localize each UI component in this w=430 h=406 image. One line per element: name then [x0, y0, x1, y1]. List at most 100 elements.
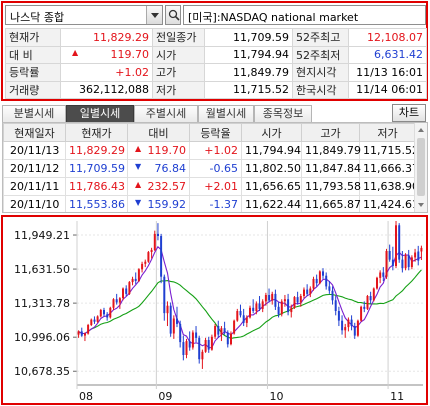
chart-button[interactable]: 차트 — [392, 104, 426, 122]
scroll-down-icon[interactable] — [415, 199, 427, 211]
candle-body — [277, 306, 280, 315]
tab-0[interactable]: 분별시세 — [2, 105, 66, 122]
y-tick-label: 10,678.35 — [14, 365, 70, 378]
table-row[interactable]: 20/11/11 11,786.43 ▲ 232.57 +2.01 11,656.65 11… — [3, 177, 419, 196]
candle-body — [93, 319, 96, 322]
candle-body — [388, 251, 391, 260]
column-header[interactable]: 저가 — [359, 123, 416, 142]
table-row[interactable]: 20/11/12 11,709.59 ▼ 76.84 -0.65 11,802.50 11,… — [3, 159, 419, 178]
market-name: [미국]:NASDAQ national market — [188, 11, 359, 24]
quote-row: 거래량 362,112,088 저가 11,715.52 한국시각 11/14 06:01 — [5, 80, 427, 99]
quote-value: 11,794.94 — [204, 45, 293, 64]
stock-name: 나스닥 종합 — [10, 11, 65, 24]
cell-low: 11,715.52 — [359, 141, 419, 160]
scroll-up-icon[interactable] — [415, 124, 427, 136]
scroll-thumb[interactable] — [417, 138, 425, 196]
quote-value-text: 12,108.07 — [367, 30, 423, 44]
cell-low: 11,666.37 — [359, 159, 419, 178]
candle-body — [201, 351, 204, 360]
candle-body — [179, 323, 182, 343]
column-header[interactable]: 시가 — [241, 123, 302, 142]
search-icon — [168, 9, 180, 21]
quote-table: 현재가 11,829.29 전일종가 11,709.59 52주최고 12,108.07 대… — [5, 28, 427, 99]
quote-label: 52주최저 — [292, 45, 349, 64]
cell-high: 11,793.58 — [301, 177, 361, 196]
column-header[interactable]: 대비 — [127, 123, 190, 142]
candle-body — [293, 297, 296, 308]
cell-date: 20/11/12 — [3, 159, 66, 178]
cell-change: ▲ 232.57 — [127, 177, 190, 196]
candle-body — [185, 341, 188, 355]
cell-low: 11,638.90 — [359, 177, 419, 196]
quote-value-text: 11,829.29 — [93, 30, 149, 44]
tab-2[interactable]: 주별시세 — [134, 105, 198, 122]
candle-body — [169, 305, 172, 334]
candle-body — [210, 336, 213, 350]
candle-body — [176, 318, 178, 324]
candle-body — [303, 289, 305, 296]
candle-body — [290, 307, 293, 313]
tab-3[interactable]: 월별시세 — [198, 105, 254, 122]
cell-date: 20/11/10 — [3, 195, 66, 212]
column-header[interactable]: 등락율 — [189, 123, 242, 142]
stock-selector[interactable]: 나스닥 종합 — [5, 5, 163, 25]
tab-4[interactable]: 종목정보 — [254, 105, 312, 122]
candle-body — [252, 307, 255, 311]
candle-body — [382, 272, 385, 277]
quote-value-text: 11,794.94 — [233, 48, 289, 62]
candle-body — [328, 286, 331, 291]
quote-value: 12,108.07 — [348, 28, 427, 47]
quote-value-text: 362,112,088 — [79, 83, 149, 97]
candle-body — [353, 326, 356, 336]
quote-label: 현재가 — [5, 28, 61, 47]
cell-rate: -0.65 — [189, 159, 242, 178]
candle-body — [115, 299, 118, 303]
candle-body — [87, 325, 90, 334]
candle-body — [236, 311, 239, 321]
search-button[interactable] — [165, 5, 181, 25]
candle-body — [137, 269, 140, 281]
candle-body — [296, 297, 299, 303]
tab-bar: 분별시세 일별시세 주별시세 월별시세 종목정보 차트 — [2, 104, 426, 122]
quote-label: 52주최고 — [292, 28, 349, 47]
chevron-down-icon[interactable] — [146, 6, 162, 24]
price-chart: 11,949.21 11,631.50 11,313.78 10,996.06 10,6… — [1, 215, 428, 405]
change-value: 119.70 — [147, 144, 187, 157]
cell-rate: +2.01 — [189, 177, 242, 196]
candle-body — [356, 320, 359, 336]
candle-body — [258, 303, 261, 309]
y-tick-label: 11,313.78 — [14, 297, 70, 310]
candle-body — [287, 299, 290, 313]
candle-body — [255, 303, 258, 311]
daily-price-table: 현재일자 현재가 대비 등락율 시가 고가 저가 20/11/13 11,829.29 ▲ 119… — [2, 122, 428, 213]
quote-label: 거래량 — [5, 80, 61, 99]
tab-1[interactable]: 일별시세 — [66, 105, 134, 122]
column-header[interactable]: 현재가 — [65, 123, 128, 142]
column-header[interactable]: 현재일자 — [3, 123, 66, 142]
candle-body — [398, 225, 401, 260]
table-row[interactable]: 20/11/10 11,553.86 ▼ 159.92 -1.37 11,622.44 11… — [3, 195, 419, 212]
candle-body — [144, 261, 147, 264]
candle-body — [309, 288, 312, 294]
candle-body — [344, 327, 347, 331]
candle-body — [230, 333, 232, 345]
column-header[interactable]: 고가 — [301, 123, 360, 142]
vertical-scrollbar[interactable] — [414, 123, 427, 212]
y-tick-label: 11,631.50 — [14, 263, 70, 276]
candle-body — [420, 247, 423, 252]
table-row[interactable]: 20/11/13 11,829.29 ▲ 119.70 +1.02 11,794.94 11… — [3, 141, 419, 160]
x-tick-label: 09 — [158, 390, 172, 403]
candle-body — [182, 342, 185, 355]
candle-body — [109, 307, 112, 318]
candle-body — [163, 276, 166, 314]
quote-value: ▲ 119.70 — [60, 45, 153, 64]
candle-body — [80, 331, 83, 336]
cell-date: 20/11/11 — [3, 177, 66, 196]
candle-body — [350, 319, 353, 326]
candle-body — [337, 311, 340, 321]
candle-body — [242, 315, 245, 323]
market-field: [미국]:NASDAQ national market — [183, 5, 426, 25]
candle-body — [160, 236, 163, 277]
change-value: 232.57 — [147, 180, 187, 193]
candle-body — [195, 332, 198, 338]
